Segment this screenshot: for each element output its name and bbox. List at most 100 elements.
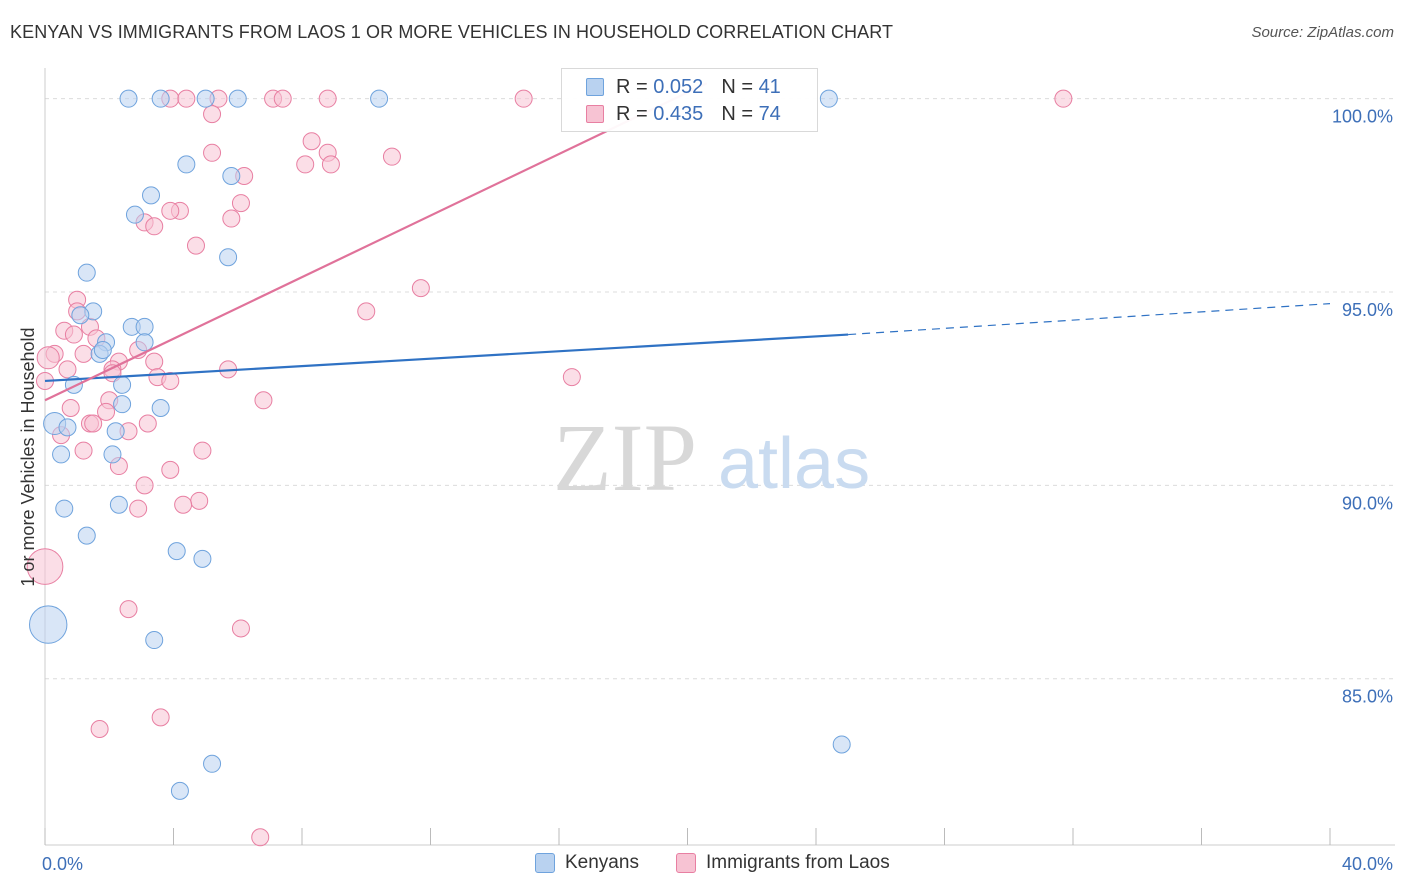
point-kenyans	[113, 375, 132, 394]
point-kenyans	[71, 306, 90, 325]
point-kenyans	[55, 499, 74, 518]
point-kenyans	[77, 526, 96, 545]
point-laos	[251, 828, 270, 847]
point-laos	[514, 89, 533, 108]
point-laos	[273, 89, 292, 108]
point-laos	[145, 217, 164, 236]
point-kenyans	[103, 445, 122, 464]
trend-lines	[44, 82, 1331, 402]
point-laos	[193, 441, 212, 460]
y-tick-label: 95.0%	[1342, 300, 1393, 320]
point-kenyans	[177, 155, 196, 174]
point-laos	[357, 302, 376, 321]
watermark-atlas: atlas	[718, 424, 870, 504]
point-laos	[119, 600, 138, 619]
point-kenyans	[142, 186, 161, 205]
point-kenyans	[370, 89, 389, 108]
gridlines	[45, 98, 1395, 680]
point-laos	[318, 89, 337, 108]
point-laos	[90, 719, 109, 738]
point-laos	[296, 155, 315, 174]
point-kenyans	[119, 89, 138, 108]
trendline-kenyans	[44, 333, 849, 383]
point-kenyans	[109, 495, 128, 514]
point-laos	[161, 201, 180, 220]
point-kenyans	[77, 263, 96, 282]
y-tick-label: 90.0%	[1342, 493, 1393, 513]
legend-n-value-laos: 74	[758, 102, 781, 125]
point-laos	[190, 491, 209, 510]
point-laos	[231, 194, 250, 213]
legend-row-kenyans: R = 0.052 N = 41	[586, 74, 781, 100]
bottom-legend-laos: Immigrants from Laos	[676, 852, 890, 874]
source-label: Source: ZipAtlas.com	[1251, 24, 1394, 41]
point-laos	[1054, 89, 1073, 108]
legend-r-label: R =	[616, 75, 648, 98]
legend-swatch-kenyans	[586, 78, 604, 96]
legend-n-value-kenyans: 41	[758, 75, 781, 98]
point-kenyans	[151, 399, 170, 418]
point-kenyans	[145, 631, 164, 650]
watermark-zip: ZIP	[553, 404, 697, 511]
point-laos	[382, 147, 401, 166]
point-kenyans	[170, 781, 189, 800]
series-kenyans-points	[29, 89, 851, 800]
point-kenyans	[106, 422, 125, 441]
point-laos	[411, 279, 430, 298]
legend-row-laos: R = 0.435 N = 74	[586, 101, 781, 127]
point-laos	[231, 619, 250, 638]
point-laos	[64, 325, 83, 344]
point-laos	[161, 460, 180, 479]
point-kenyans	[832, 735, 851, 754]
point-kenyans	[113, 395, 132, 414]
point-kenyans	[135, 333, 154, 352]
y-tick-label: 100.0%	[1332, 107, 1393, 127]
legend-r-value-kenyans: 0.052	[653, 75, 704, 98]
point-kenyans	[203, 754, 222, 773]
point-laos	[84, 414, 103, 433]
point-laos	[562, 368, 581, 387]
point-laos	[222, 209, 241, 228]
series-laos-points	[26, 89, 1073, 847]
stats-legend: R = 0.052 N = 41 R = 0.435 N = 74	[561, 68, 818, 132]
trendline-kenyans-projection	[848, 303, 1331, 336]
x-tick-label: 40.0%	[1342, 854, 1393, 874]
legend-n-label: N =	[721, 102, 753, 125]
legend-r-value-laos: 0.435	[653, 102, 704, 125]
bottom-legend-label-laos: Immigrants from Laos	[706, 852, 890, 873]
bottom-legend-swatch-kenyans	[535, 853, 555, 873]
point-kenyans	[193, 549, 212, 568]
watermark: ZIP atlas	[553, 404, 870, 511]
point-laos	[74, 441, 93, 460]
point-kenyans	[125, 205, 144, 224]
point-laos	[161, 371, 180, 390]
point-laos	[151, 708, 170, 727]
point-kenyans	[93, 341, 112, 360]
point-kenyans	[151, 89, 170, 108]
point-kenyans	[167, 542, 186, 561]
point-laos	[321, 155, 340, 174]
point-laos	[302, 132, 321, 151]
point-kenyans	[135, 317, 154, 336]
point-laos	[186, 236, 205, 255]
x-tick-label: 0.0%	[42, 854, 83, 874]
y-tick-label: 85.0%	[1342, 687, 1393, 707]
point-laos	[145, 352, 164, 371]
point-laos	[177, 89, 196, 108]
point-laos	[36, 346, 60, 370]
point-laos	[26, 548, 64, 585]
point-kenyans	[228, 89, 247, 108]
y-axis-title: 1 or more Vehicles in Household	[18, 327, 38, 586]
point-kenyans	[29, 605, 68, 644]
legend-swatch-laos	[586, 105, 604, 123]
point-kenyans	[222, 167, 241, 186]
legend-n-label: N =	[721, 75, 753, 98]
bottom-legend-label-kenyans: Kenyans	[565, 852, 639, 873]
axes	[44, 68, 1395, 846]
point-laos	[138, 414, 157, 433]
point-laos	[58, 360, 77, 379]
point-laos	[74, 344, 93, 363]
point-kenyans	[219, 248, 238, 267]
trendline-laos	[44, 82, 708, 402]
point-kenyans	[819, 89, 838, 108]
